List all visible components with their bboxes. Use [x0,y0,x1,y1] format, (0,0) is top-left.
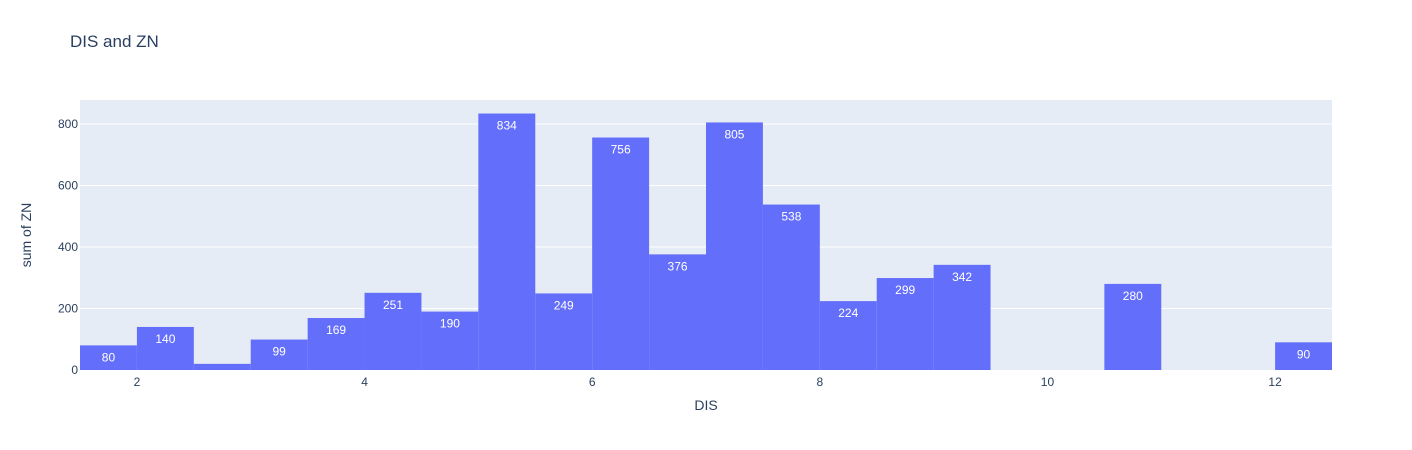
bar-value-label: 342 [952,270,972,284]
y-tick-label: 600 [58,178,78,192]
bar-value-label: 224 [838,306,858,320]
histogram-bar [136,326,194,370]
histogram-bar [649,254,706,370]
y-tick-label: 0 [71,363,78,377]
chart-title: DIS and ZN [70,32,159,51]
bar-value-label: 538 [781,210,801,224]
histogram-bar [876,278,934,370]
histogram-bar [592,137,650,370]
x-axis-ticks: 2 4 6 8 10 12 [134,375,1283,389]
y-axis-title: sum of ZN [18,203,34,268]
histogram-bar [250,339,308,370]
bar-value-label: 249 [554,298,574,312]
bar-value-label: 376 [668,259,688,273]
bar-value-label: 280 [1123,289,1143,303]
bar-value-label: 99 [273,345,287,359]
bar-value-label: 90 [1297,347,1311,361]
histogram-bar [933,264,991,370]
bar-value-label: 140 [155,332,175,346]
x-tick-label: 12 [1268,375,1282,389]
x-tick-label: 8 [816,375,823,389]
bar-value-label: 299 [895,283,915,297]
x-tick-label: 2 [134,375,141,389]
histogram-bar [421,311,479,370]
histogram-bar [364,292,422,370]
histogram-bar [762,204,820,370]
x-tick-label: 6 [589,375,596,389]
bar-value-label: 20 [216,369,230,383]
bar-value-label: 756 [611,143,631,157]
histogram-bar [478,113,536,370]
histogram-bar [535,293,593,370]
x-tick-label: 10 [1041,375,1055,389]
y-tick-label: 400 [58,240,78,254]
bar-labels: 80 140 20 99 169 251 190 834 249 756 376 805 538 224 2… [102,119,1311,383]
y-tick-label: 200 [58,301,78,315]
bars [80,113,1332,370]
histogram-bar [80,345,137,370]
y-axis-ticks: 0 200 400 600 800 [58,117,78,377]
bar-value-label: 805 [724,127,744,141]
histogram-bar [706,122,763,370]
histogram-bar [307,318,365,370]
y-tick-label: 800 [58,117,78,131]
bar-value-label: 834 [497,119,517,133]
bar-value-label: 169 [326,323,346,337]
x-axis-title: DIS [694,397,717,413]
bar-value-label: 190 [440,317,460,331]
x-tick-label: 4 [361,375,368,389]
histogram-bar [819,301,877,370]
bar-value-label: 251 [383,298,403,312]
histogram-bar [193,363,251,370]
histogram-bar [1275,342,1332,370]
bar-value-label: 80 [102,350,116,364]
histogram-bar [1104,283,1162,370]
